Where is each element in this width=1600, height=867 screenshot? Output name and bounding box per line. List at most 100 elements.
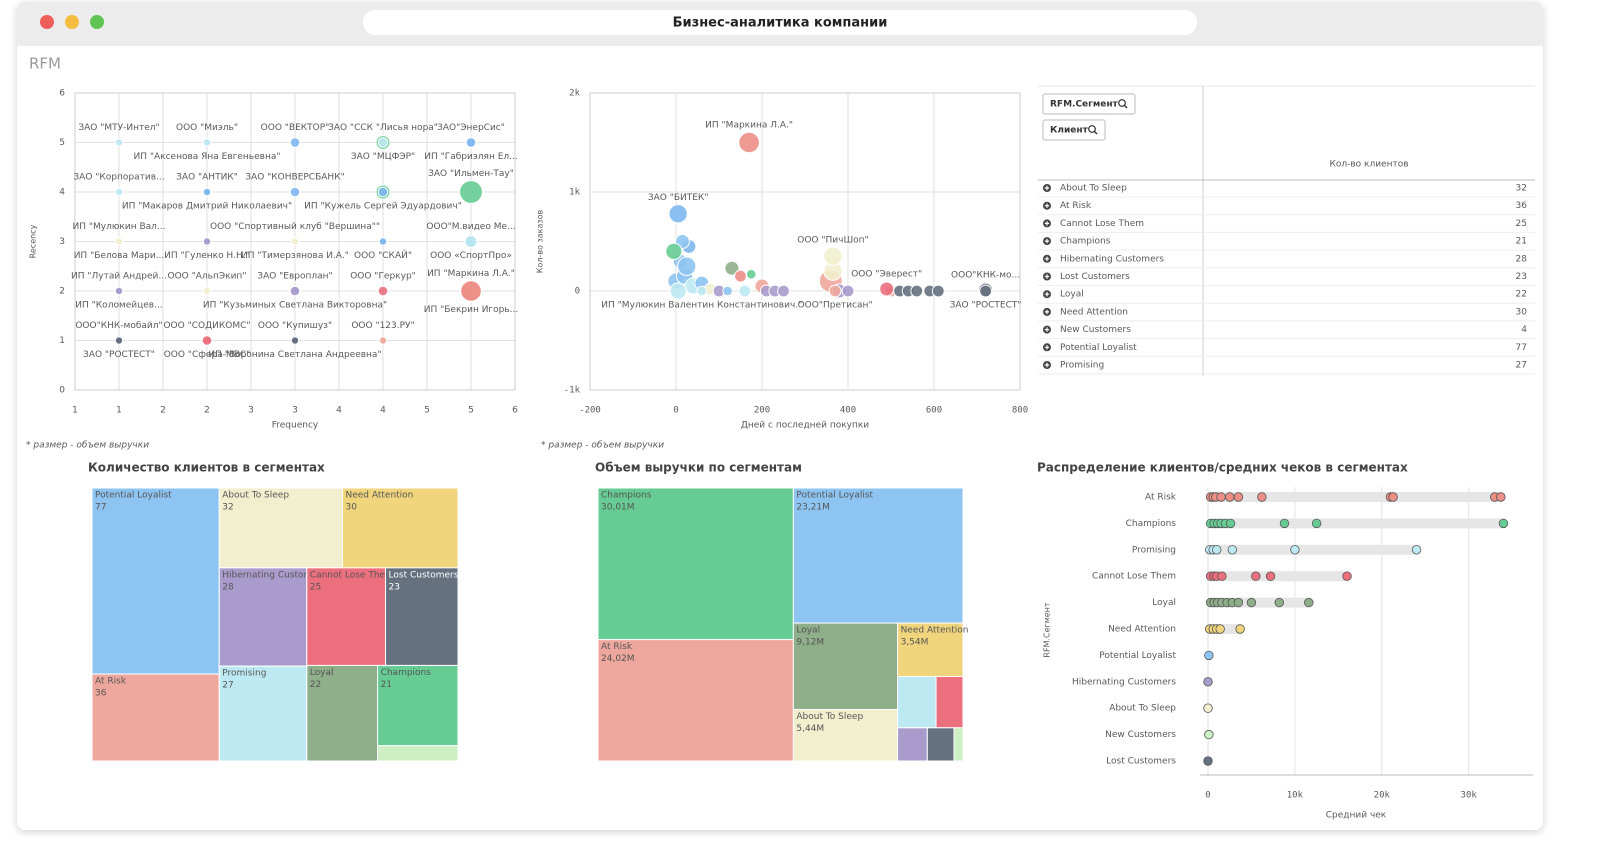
expand-icon (1044, 203, 1050, 208)
x-tick-label: 200 (754, 406, 770, 416)
data-point (734, 269, 747, 283)
data-point (879, 281, 895, 297)
dot (1251, 571, 1261, 581)
treemap-cell (377, 664, 459, 747)
point-label: ИП "Белова Мари... (74, 251, 165, 261)
row-value: 25 (1516, 219, 1527, 229)
filter-button[interactable] (1042, 93, 1136, 115)
point-label: ООО"Претисан" (798, 301, 873, 311)
section-title: RFM (29, 55, 61, 73)
x-tick-label: 6 (512, 406, 518, 416)
data-point (668, 204, 688, 224)
cell-label: At Risk (601, 642, 633, 652)
range-bar (1209, 624, 1241, 634)
data-point (202, 187, 212, 197)
cell-value: 32 (222, 503, 233, 513)
x-tick-label: 800 (1012, 406, 1028, 416)
dot (1217, 571, 1227, 581)
maximize-button[interactable] (90, 15, 104, 29)
x-tick-label: 600 (926, 406, 942, 416)
point-label: ИП "Кужель Сергей Эдуардович" (304, 202, 462, 212)
y-tick-label: -1k (564, 386, 581, 396)
x-tick-label: 5 (424, 406, 430, 416)
point-label: ЗАО "БИТЕК" (648, 193, 709, 203)
treemap-cell (792, 622, 899, 710)
point-label: ИП "Гуленко Н.Н." (164, 251, 250, 261)
data-point (290, 336, 300, 345)
cell-value: 25 (310, 582, 321, 592)
expand-icon (1044, 309, 1050, 315)
y-axis-label: Recency (29, 224, 38, 258)
search-icon (1124, 105, 1128, 109)
dot (1233, 492, 1244, 502)
point-label: ИП "Аксенова Яна Евгеньевна" (134, 152, 281, 162)
data-point (202, 286, 212, 296)
plot-frame (589, 92, 1021, 391)
point-label: ЗАО "АНТИК" (176, 173, 238, 183)
point-label: ООО"КНК-мо... (951, 271, 1020, 281)
data-point (378, 336, 388, 345)
treemap-cell (897, 727, 928, 762)
point-label: ЗАО "КОНВЕРСБАНК" (245, 173, 344, 183)
cell-value: 22 (310, 680, 321, 690)
point-label: ООО "ПичШоп" (797, 236, 868, 246)
treemap-cell (597, 487, 794, 641)
data-point (724, 260, 740, 276)
filter-label: Клиент (1050, 126, 1089, 136)
data-point (669, 282, 687, 300)
row-label: Potential Loyalist (1060, 343, 1137, 353)
cell-value: 21 (381, 680, 392, 690)
chart-title: Распределение клиентов/средних чеков в с… (1037, 461, 1408, 475)
point-label: ЗАО "ССК "Лисья нора" (328, 123, 438, 133)
row-label: Promising (1060, 361, 1104, 371)
x-tick-label: 30k (1461, 791, 1478, 801)
dot (1246, 597, 1257, 608)
range-bar (1210, 518, 1504, 529)
x-tick-label: 1 (72, 406, 78, 416)
row-value: 27 (1516, 361, 1527, 371)
x-tick-label: 3 (292, 406, 298, 416)
filter-button[interactable] (1042, 119, 1106, 141)
cell-value: 3,54M (901, 638, 929, 648)
point-label: ЗАО "Корпоратив... (73, 173, 164, 183)
data-point (114, 138, 124, 147)
point-label: ИП "Лутай Андрей... (71, 272, 167, 282)
dot (1265, 571, 1276, 581)
dot (1225, 492, 1235, 502)
point-label: ООО «СпортПро» (430, 251, 512, 261)
close-button[interactable] (40, 15, 54, 29)
x-tick-label: 0 (673, 406, 678, 416)
point-label: ИП "Макаров Дмитрий Николаевич" (122, 202, 292, 212)
dot (1216, 492, 1226, 502)
dot (1203, 703, 1213, 713)
data-point (745, 268, 757, 280)
row-label: Need Attention (1060, 307, 1128, 317)
y-tick-label: 0 (59, 386, 65, 396)
expand-icon (1044, 292, 1050, 297)
cell-value: 5,44M (796, 724, 824, 734)
data-point (722, 285, 733, 297)
data-point (289, 137, 301, 148)
dot (1215, 624, 1225, 634)
dot (1304, 597, 1314, 608)
row-value: 22 (1516, 290, 1527, 300)
treemap-cell (953, 727, 964, 762)
dot (1204, 650, 1214, 661)
point-label: ООО "Геркур" (350, 272, 416, 282)
minimize-button[interactable] (65, 15, 79, 29)
dot (1227, 545, 1238, 555)
treemap-cell (897, 622, 964, 677)
dot (1235, 624, 1245, 634)
expand-icon (1044, 238, 1050, 244)
cell-label: At Risk (95, 677, 127, 687)
filter-label: RFM.Сегмент (1050, 100, 1119, 110)
cell-label: Potential Loyalist (796, 491, 873, 501)
cell-value: 30 (345, 503, 357, 513)
point-label: ЗАО "РОСТЕСТ" (83, 350, 155, 360)
y-tick-label: 6 (59, 89, 65, 99)
data-point (738, 284, 752, 298)
row-label: Cannot Lose Them (1060, 219, 1144, 229)
row-label: Lost Customers (1060, 272, 1130, 282)
category-label: Loyal (1152, 598, 1176, 608)
